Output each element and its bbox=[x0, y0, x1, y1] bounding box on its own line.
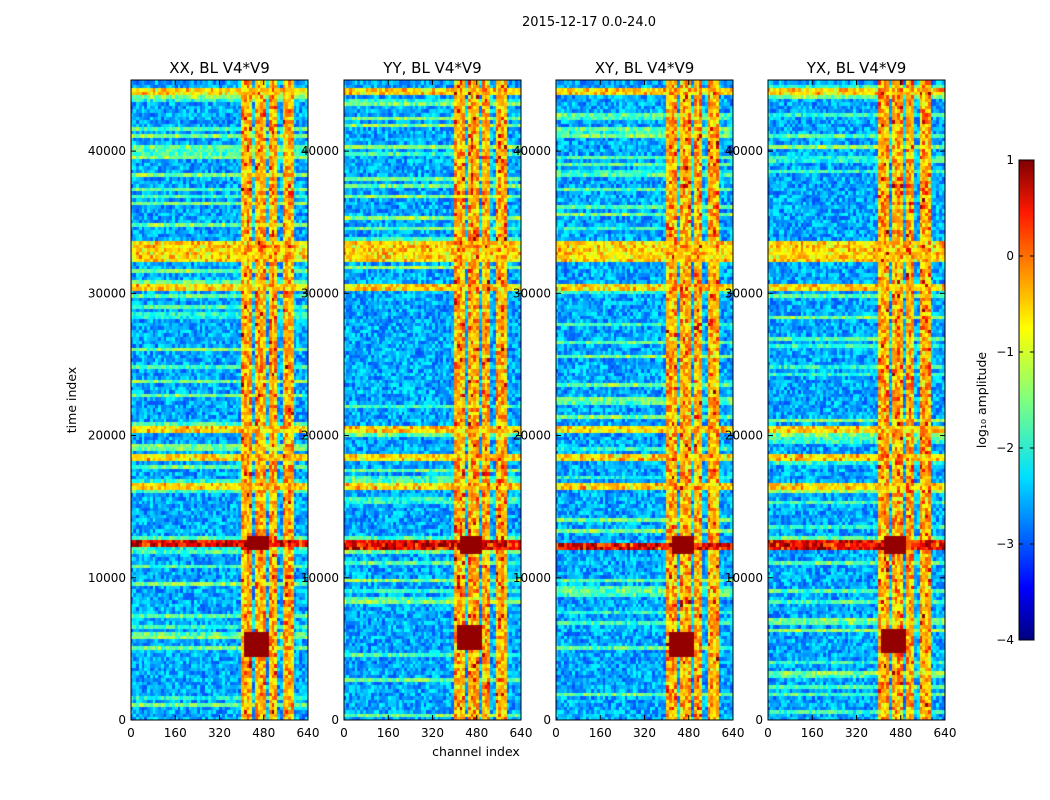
panel-1-title: YY, BL V4*V9 bbox=[382, 59, 481, 77]
colorbar-tick-label: 0 bbox=[1006, 249, 1014, 263]
panel-2-ytick-label: 30000 bbox=[513, 286, 551, 300]
panel-2-xtick-label: 320 bbox=[633, 726, 656, 740]
panel-3-xtick-label: 480 bbox=[889, 726, 912, 740]
panel-0-heatmap bbox=[131, 80, 308, 720]
colorbar-tick-label: −2 bbox=[996, 441, 1014, 455]
panel-0-xtick-label: 160 bbox=[164, 726, 187, 740]
panel-2-heatmap bbox=[556, 80, 733, 720]
panel-2-title: XY, BL V4*V9 bbox=[595, 59, 695, 77]
panel-1-xtick-label: 320 bbox=[421, 726, 444, 740]
panel-3-xtick-label: 640 bbox=[934, 726, 957, 740]
panel-1: YY, BL V4*V9 0 160 320 480 640 0 10000 20000 3000… bbox=[301, 59, 533, 740]
panel-0-xtick-label: 320 bbox=[208, 726, 231, 740]
panel-3-ytick-label: 10000 bbox=[725, 571, 763, 585]
panel-1-ytick-label: 40000 bbox=[301, 144, 339, 158]
colorbar-ticks: 1 0 −1 −2 −3 −4 bbox=[996, 153, 1034, 647]
panel-1-ytick-label: 20000 bbox=[301, 429, 339, 443]
panel-2-ytick-label: 10000 bbox=[513, 571, 551, 585]
panel-3-xtick-label: 0 bbox=[764, 726, 772, 740]
colorbar-tick-label: −3 bbox=[996, 537, 1014, 551]
panel-3-xtick-label: 160 bbox=[801, 726, 824, 740]
panel-3-ytick-label: 40000 bbox=[725, 144, 763, 158]
panel-2-xtick-label: 0 bbox=[552, 726, 560, 740]
colorbar-tick-label: 1 bbox=[1006, 153, 1014, 167]
panel-1-xtick-label: 0 bbox=[340, 726, 348, 740]
colorbar-label: log₁₀ amplitude bbox=[974, 352, 989, 449]
colorbar: 1 0 −1 −2 −3 −4 log₁₀ amplitude bbox=[974, 153, 1035, 647]
colorbar-tick-label: −4 bbox=[996, 633, 1014, 647]
panel-1-ytick-label: 30000 bbox=[301, 286, 339, 300]
panel-2-ytick-label: 0 bbox=[543, 713, 551, 727]
panel-3-xtick-label: 320 bbox=[845, 726, 868, 740]
panel-2-xtick-label: 480 bbox=[677, 726, 700, 740]
panel-0-ytick-label: 0 bbox=[118, 713, 126, 727]
panel-1-xtick-label: 480 bbox=[465, 726, 488, 740]
panel-0-ytick-label: 30000 bbox=[88, 286, 126, 300]
figure-suptitle: 2015-12-17 0.0-24.0 bbox=[522, 15, 656, 30]
panel-1-xtick-label: 160 bbox=[377, 726, 400, 740]
panel-1-ytick-label: 10000 bbox=[301, 571, 339, 585]
panel-1-ytick-label: 0 bbox=[331, 713, 339, 727]
x-axis-label: channel index bbox=[432, 744, 520, 759]
panel-3-heatmap bbox=[768, 80, 945, 720]
panel-2-ytick-label: 40000 bbox=[513, 144, 551, 158]
panel-1-xtick-label: 640 bbox=[510, 726, 533, 740]
panel-3-ytick-label: 0 bbox=[755, 713, 763, 727]
panel-3: YX, BL V4*V9 0 160 320 480 640 0 10000 20000 3000… bbox=[725, 59, 957, 740]
panel-0-ytick-label: 40000 bbox=[88, 144, 126, 158]
panel-3-ytick-label: 20000 bbox=[725, 429, 763, 443]
y-axis-label: time index bbox=[64, 367, 79, 433]
panels-group: XX, BL V4*V9 0 160 320 480 640 0 10000 20000 3000… bbox=[88, 59, 957, 740]
panel-0-xtick-label: 480 bbox=[252, 726, 275, 740]
panel-0-xtick-label: 0 bbox=[127, 726, 135, 740]
panel-0-title: XX, BL V4*V9 bbox=[169, 59, 270, 77]
panel-2-xtick-label: 160 bbox=[589, 726, 612, 740]
panel-2: XY, BL V4*V9 0 160 320 480 640 0 10000 20000 3000… bbox=[513, 59, 745, 740]
panel-0-xtick-label: 640 bbox=[297, 726, 320, 740]
panel-3-ytick-label: 30000 bbox=[725, 286, 763, 300]
panel-3-title: YX, BL V4*V9 bbox=[806, 59, 907, 77]
panel-0: XX, BL V4*V9 0 160 320 480 640 0 10000 20000 3000… bbox=[88, 59, 320, 740]
panel-1-heatmap bbox=[344, 80, 521, 720]
panel-2-xtick-label: 640 bbox=[722, 726, 745, 740]
panel-0-ytick-label: 10000 bbox=[88, 571, 126, 585]
panel-0-ytick-label: 20000 bbox=[88, 429, 126, 443]
colorbar-gradient bbox=[1018, 159, 1035, 641]
colorbar-tick-label: −1 bbox=[996, 345, 1014, 359]
panel-2-ytick-label: 20000 bbox=[513, 429, 551, 443]
